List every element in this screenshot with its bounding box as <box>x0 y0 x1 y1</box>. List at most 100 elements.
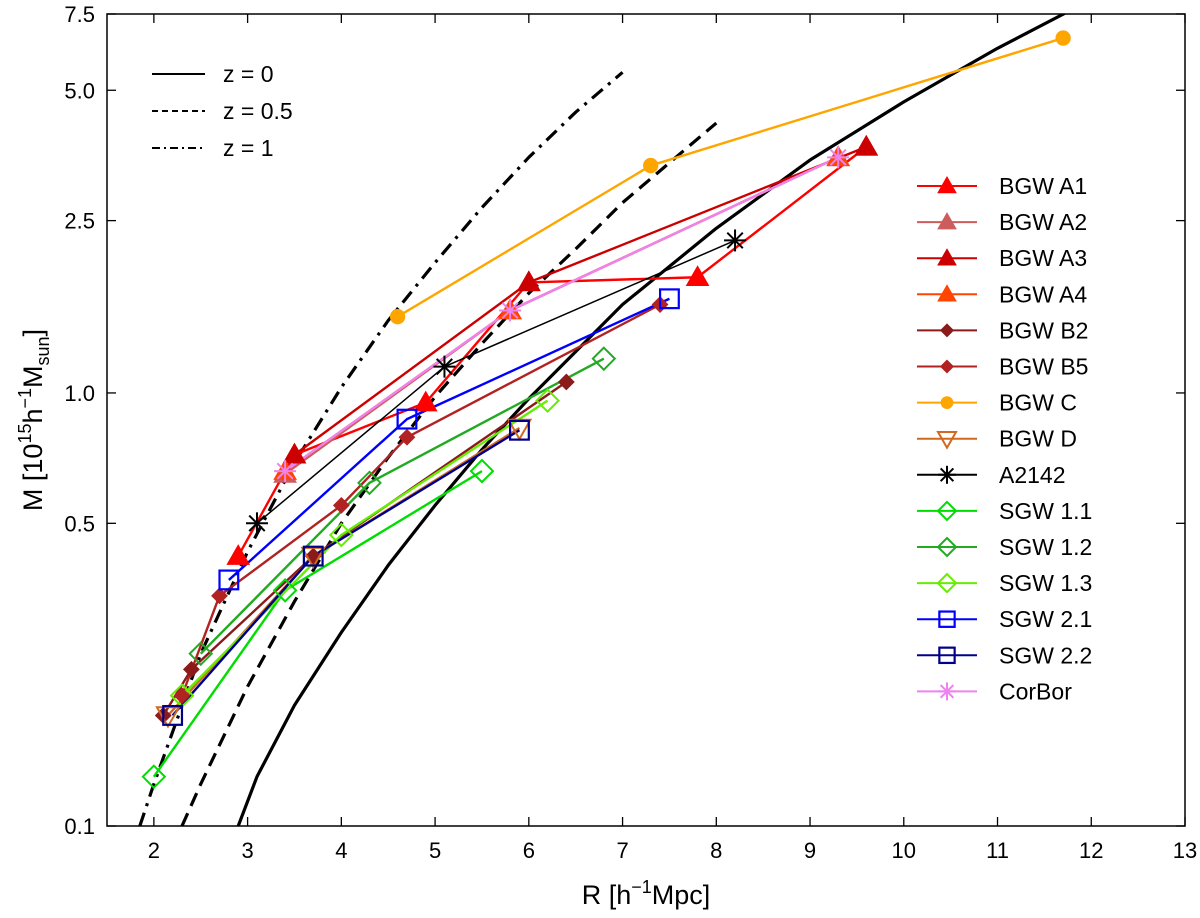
data-point <box>936 500 958 522</box>
x-tick-label: 7 <box>616 838 628 863</box>
data-point <box>389 309 406 325</box>
legend-label: BGW D <box>999 426 1077 452</box>
data-point <box>535 388 560 414</box>
data-point <box>658 288 680 310</box>
series-line <box>199 357 605 655</box>
legend-label: z = 0.5 <box>223 98 293 124</box>
data-point <box>936 572 958 594</box>
data-point <box>685 265 710 286</box>
x-axis-title: R [h−1Mpc] <box>582 877 711 910</box>
data-point <box>218 569 240 591</box>
x-tick-label: 3 <box>241 838 253 863</box>
data-point <box>937 175 957 194</box>
series-line <box>181 399 549 697</box>
legend-label: SGW 1.3 <box>999 570 1092 596</box>
data-point <box>557 373 575 391</box>
x-axis: 2 3 4 5 6 7 8 9 10 11 12 13 <box>148 14 1197 863</box>
data-point <box>274 460 297 483</box>
data-point <box>328 522 354 548</box>
data-point <box>724 229 747 252</box>
x-tick-label: 13 <box>1173 838 1197 863</box>
data-point <box>162 705 184 726</box>
data-point <box>936 536 958 558</box>
y-tick-label: 2.5 <box>64 209 95 234</box>
data-point <box>245 512 268 535</box>
data-point <box>357 470 382 496</box>
data-point <box>937 248 957 266</box>
data-point <box>211 587 228 605</box>
data-point <box>469 458 495 484</box>
series-markers <box>141 30 1071 790</box>
data-point <box>182 660 200 678</box>
data-point <box>938 465 956 484</box>
data-point <box>332 496 350 514</box>
legend-label: SGW 2.2 <box>999 642 1092 668</box>
legend-theory: z = 0 z = 0.5 z = 1 <box>152 61 293 161</box>
legend-series: BGW A1 BGW A2 BGW A3 BGW A4 BGW B2 BGW B5 BGW … <box>917 173 1092 704</box>
legend-label: A2142 <box>999 462 1066 488</box>
x-tick-label: 8 <box>710 838 722 863</box>
data-point <box>300 546 326 570</box>
data-point <box>506 418 533 442</box>
data-point <box>940 396 954 409</box>
legend-label: z = 1 <box>223 135 274 161</box>
data-point <box>516 270 541 292</box>
data-point <box>173 687 191 705</box>
legend-label: SGW 1.1 <box>999 498 1092 524</box>
data-point <box>937 212 957 230</box>
data-point <box>413 390 438 412</box>
legend-label: BGW B5 <box>999 354 1088 380</box>
x-tick-label: 6 <box>523 838 535 863</box>
plot-frame <box>106 13 1186 827</box>
data-point <box>1055 30 1071 46</box>
data-point <box>302 545 324 567</box>
legend-label: CorBor <box>999 678 1072 704</box>
legend-label: z = 0 <box>223 61 274 87</box>
data-point <box>938 610 956 628</box>
plot-background <box>107 14 1185 826</box>
data-point <box>282 442 307 464</box>
data-point <box>936 430 958 450</box>
y-tick-label: 0.5 <box>64 511 95 536</box>
data-point <box>938 682 956 701</box>
y-tick-label: 5.0 <box>64 78 95 103</box>
legend-label: BGW A2 <box>999 209 1087 235</box>
y-tick-label: 7.5 <box>64 2 95 27</box>
x-tick-label: 12 <box>1079 838 1103 863</box>
data-point <box>854 134 879 156</box>
data-point <box>827 146 850 169</box>
data-point <box>938 646 956 665</box>
legend-label: BGW B2 <box>999 317 1088 343</box>
x-tick-label: 5 <box>429 838 441 863</box>
data-point <box>509 419 530 441</box>
data-point <box>272 577 298 603</box>
legend-label: BGW A3 <box>999 245 1087 271</box>
x-tick-label: 2 <box>148 838 160 863</box>
data-point <box>937 284 957 302</box>
data-point <box>939 323 955 338</box>
legend-label: BGW A4 <box>999 281 1087 307</box>
theory-curve <box>180 121 718 826</box>
x-tick-label: 4 <box>335 838 347 863</box>
data-point <box>939 359 955 374</box>
data-point <box>226 544 251 565</box>
data-point <box>188 641 214 667</box>
x-tick-label: 9 <box>804 838 816 863</box>
x-tick-label: 11 <box>986 838 1009 863</box>
y-tick-label: 0.1 <box>64 814 95 839</box>
y-axis-title: M [1015h−1Msun] <box>15 329 53 511</box>
series-line <box>228 297 670 581</box>
data-point <box>643 157 659 174</box>
data-point <box>398 428 416 446</box>
legend-label: SGW 1.2 <box>999 534 1092 560</box>
legend-label: BGW A1 <box>999 173 1087 199</box>
legend-label: BGW C <box>999 390 1077 416</box>
data-point <box>433 355 456 378</box>
x-tick-label: 10 <box>892 838 916 863</box>
data-point <box>591 346 617 372</box>
legend-label: SGW 2.1 <box>999 606 1092 632</box>
data-point <box>141 764 167 790</box>
data-point <box>499 299 522 322</box>
data-point <box>396 408 418 430</box>
